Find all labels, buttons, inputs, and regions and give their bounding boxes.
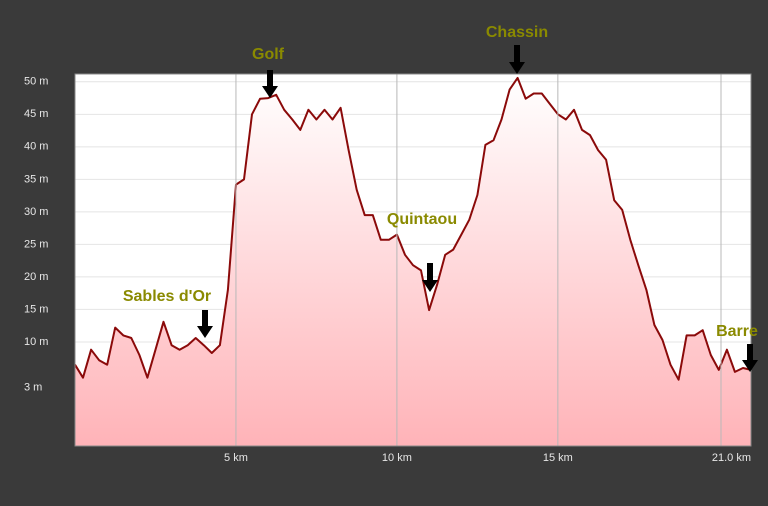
annotation: Golf bbox=[252, 46, 285, 63]
y-tick-label: 40 m bbox=[24, 141, 48, 153]
y-tick-label: 45 m bbox=[24, 108, 48, 120]
annotation-arrow bbox=[422, 263, 438, 292]
y-tick-label: 50 m bbox=[24, 76, 48, 88]
annotation-arrow bbox=[509, 45, 525, 74]
annotation-arrow bbox=[197, 310, 213, 338]
x-tick-label: 5 km bbox=[224, 452, 248, 464]
line bbox=[74, 76, 752, 381]
y-tick-label: 25 m bbox=[24, 238, 48, 250]
y-tick-label: 20 m bbox=[24, 271, 48, 283]
annotation: Chassin bbox=[486, 24, 548, 41]
annotation-arrow bbox=[262, 70, 278, 98]
y-tick-label: 30 m bbox=[24, 206, 48, 218]
annotation: Sables d'Or bbox=[123, 288, 211, 305]
annotation: Barre bbox=[716, 323, 758, 340]
x-tick-label: 10 km bbox=[382, 452, 412, 464]
annotation: Quintaou bbox=[387, 211, 457, 228]
annotation-arrow bbox=[742, 344, 758, 372]
x-tick-label: 21.0 km bbox=[712, 452, 751, 464]
y-tick-label: 10 m bbox=[24, 336, 48, 348]
area bbox=[75, 77, 751, 447]
y-tick-label: 3 m bbox=[24, 381, 42, 393]
plot-frame bbox=[74, 73, 752, 447]
x-tick-label: 15 km bbox=[543, 452, 573, 464]
y-tick-label: 35 m bbox=[24, 173, 48, 185]
y-tick-label: 15 m bbox=[24, 303, 48, 315]
